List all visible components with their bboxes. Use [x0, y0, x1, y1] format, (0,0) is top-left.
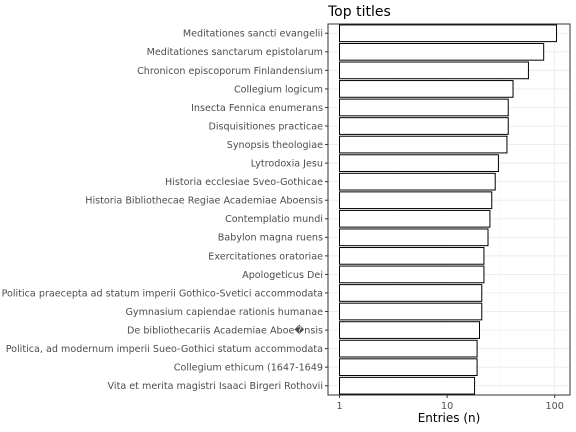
bar — [339, 209, 491, 228]
bar — [339, 302, 483, 321]
bar — [339, 117, 509, 135]
bar — [339, 154, 499, 172]
bar — [339, 24, 558, 43]
category-label: Insecta Fennica enumerans — [191, 103, 323, 114]
chart-title: Top titles — [327, 4, 391, 20]
category-label: Synopsis theologiae — [227, 140, 323, 151]
category-label: Chronicon episcoporum Finlandensium — [137, 66, 323, 77]
x-tick-label: 100 — [546, 401, 564, 412]
category-label: Historia ecclesiae Sveo-Gothicae — [165, 177, 323, 188]
category-labels: Meditationes sancti evangelii Meditatione… — [2, 29, 324, 392]
bar — [339, 172, 496, 191]
bar — [339, 265, 485, 284]
category-label: Meditationes sanctarum epistolarum — [147, 47, 323, 58]
category-label: Disquisitiones practicae — [208, 121, 323, 132]
category-label: Gymnasium capiendae rationis humanae — [125, 307, 323, 318]
category-label: Lytrodoxia Jesu — [251, 159, 323, 170]
bar — [339, 376, 476, 395]
category-label: Historia Bibliothecae Regiae Academiae A… — [85, 196, 323, 207]
category-label: Collegium ethicum (1647-1649 — [174, 363, 323, 374]
bar — [339, 358, 478, 377]
bar — [339, 284, 483, 302]
bar — [339, 80, 514, 98]
bar — [339, 98, 509, 117]
category-label: Politica, ad modernum imperii Sueo-Gothi… — [6, 344, 323, 355]
bar — [339, 228, 489, 247]
category-label: Apologeticus Dei — [242, 270, 323, 281]
bar — [339, 247, 485, 265]
category-label: Vita et merita magistri Isaaci Birgeri R… — [108, 381, 323, 392]
grid-lines — [328, 24, 570, 395]
x-axis-title: Entries (n) — [418, 411, 481, 425]
category-label: Exercitationes oratoriae — [208, 251, 323, 262]
category-label: De bibliothecariis Academiae Aboe�nsis — [127, 324, 323, 336]
x-tick-label: 1 — [336, 401, 342, 412]
category-label: Collegium logicum — [234, 84, 323, 95]
bars — [339, 24, 558, 395]
bar — [339, 135, 508, 154]
bar — [339, 321, 480, 339]
x-tick-label: 10 — [441, 401, 453, 412]
bar — [339, 191, 493, 210]
bar — [339, 339, 478, 358]
category-label: Babylon magna ruens — [218, 233, 323, 244]
bar — [339, 42, 545, 61]
plot-panel-border — [327, 23, 571, 396]
category-label: Politica praecepta ad statum imperii Got… — [2, 288, 323, 299]
bar — [339, 61, 529, 80]
category-label: Contemplatio mundi — [225, 214, 323, 225]
category-label: Meditationes sancti evangelii — [183, 29, 323, 40]
